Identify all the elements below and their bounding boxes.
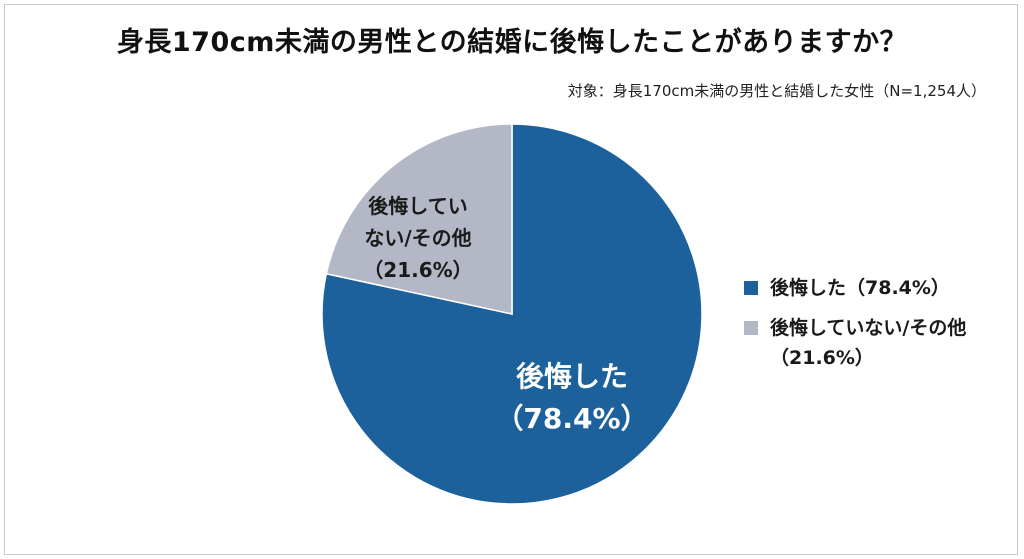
legend-swatch-not-regretted: [744, 321, 758, 335]
slice-label-not-regretted: 後悔してい ない/その他 （21.6%）: [332, 190, 504, 286]
slice-label-regretted: 後悔した （78.4%）: [462, 356, 682, 440]
legend-label-not-regretted: 後悔していない/その他: [770, 317, 967, 339]
legend-item-regretted: 後悔した（78.4%）: [742, 273, 966, 303]
chart-legend: 後悔した（78.4%） 後悔していない/その他 （21.6%）: [742, 273, 966, 383]
chart-title: 身長170cm未満の男性との結婚に後悔したことがありますか？: [116, 27, 908, 58]
slice-label-regretted-value: （78.4%）: [495, 402, 649, 435]
chart-subtitle: 対象：身長170cm未満の男性と結婚した女性（N=1,254人）: [567, 82, 986, 100]
legend-label-regretted: 後悔した（78.4%）: [770, 277, 950, 299]
slice-label-not-regretted-value: （21.6%）: [363, 258, 473, 282]
slice-label-regretted-name: 後悔した: [515, 360, 628, 393]
slice-label-not-regretted-line1: 後悔してい: [368, 194, 468, 218]
legend-item-not-regretted: 後悔していない/その他 （21.6%）: [742, 313, 966, 373]
legend-label-not-regretted-value: （21.6%）: [770, 347, 874, 369]
slice-label-not-regretted-line2: ない/その他: [364, 226, 472, 250]
legend-swatch-regretted: [744, 281, 758, 295]
pie-slice-not-regretted: [325, 123, 513, 315]
